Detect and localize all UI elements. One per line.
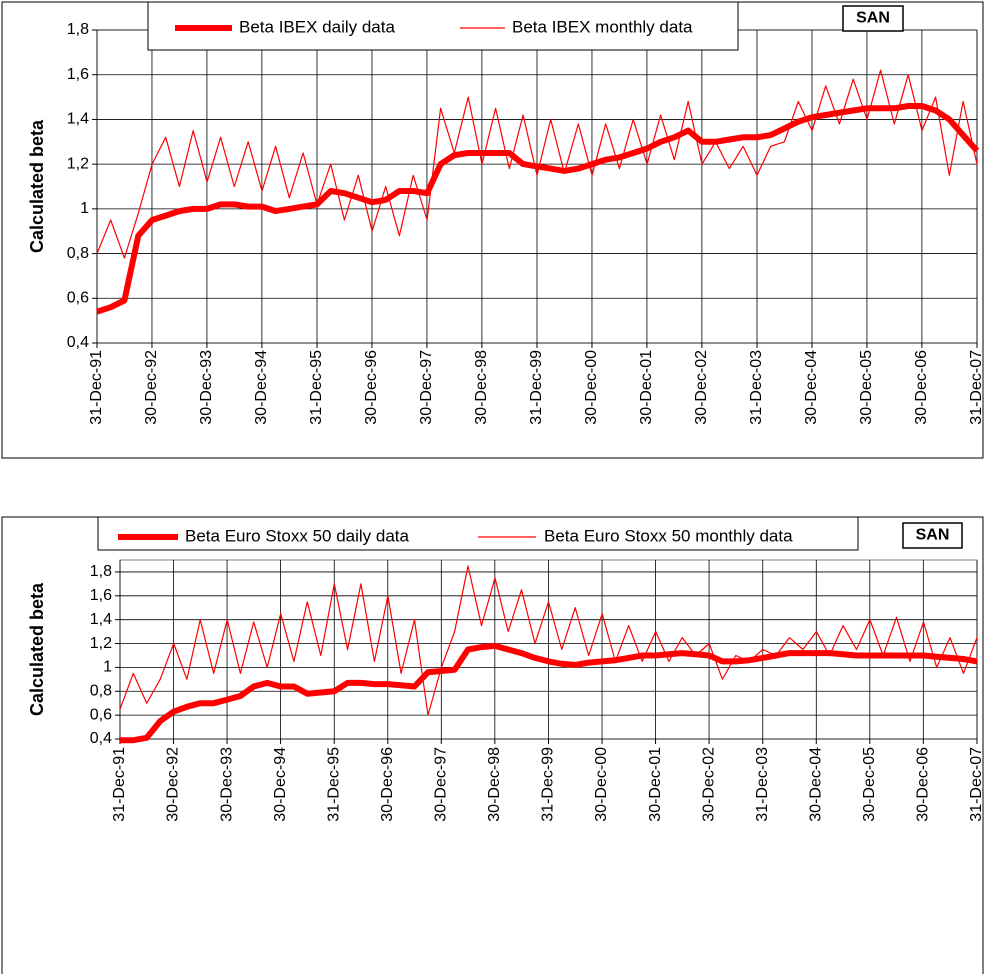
data-line	[120, 642, 978, 744]
x-tick-label: 30-Dec-01	[638, 350, 655, 425]
x-tick-label: 30-Dec-05	[861, 747, 878, 822]
x-tick-label: 30-Dec-05	[858, 350, 875, 425]
x-tick-label: 30-Dec-97	[418, 350, 435, 425]
y-tick-label: 1,4	[67, 111, 89, 128]
annotation-box	[902, 522, 963, 549]
y-tick-label: 1,6	[67, 66, 89, 83]
x-tick-label: 30-Dec-92	[165, 747, 182, 822]
annotation: SAN	[856, 10, 890, 27]
y-axis-label: Calculated beta	[27, 582, 47, 716]
x-tick-label: 31-Dec-99	[528, 350, 545, 425]
legend-label: Beta IBEX daily data	[239, 17, 395, 36]
x-tick-label: 31-Dec-07	[968, 350, 984, 425]
y-tick-label: 0,6	[90, 706, 112, 723]
x-tick-label: 30-Dec-00	[593, 747, 610, 822]
chart: 0,4 0,6 0,8 1 1,2 1,4 1,6 1,8 31-Dec-91 30-Dec-92…	[1, 516, 984, 974]
x-tick-label: 31-Dec-91	[88, 350, 105, 425]
legend-label: Beta IBEX monthly data	[512, 17, 693, 36]
y-tick-label: 1,8	[67, 21, 89, 38]
legend-box	[97, 516, 859, 551]
y-tick-label: 0,4	[67, 334, 89, 351]
chart: 0,4 0,6 0,8 1 1,2 1,4 1,6 1,8 31-Dec-91 30-Dec-92…	[1, 1, 984, 459]
x-tick-label: 30-Dec-01	[647, 747, 664, 822]
legend-label: Beta Euro Stoxx 50 monthly data	[544, 526, 793, 545]
annotation-box	[842, 5, 904, 32]
x-tick-label: 30-Dec-93	[198, 350, 215, 425]
x-tick-label: 30-Dec-00	[583, 350, 600, 425]
x-tick-label: 30-Dec-06	[913, 350, 930, 425]
x-tick-label: 30-Dec-97	[433, 747, 450, 822]
y-tick-label: 1,6	[90, 587, 112, 604]
legend: Beta IBEX daily data Beta IBEX monthly da…	[147, 1, 739, 51]
x-tick-label: 30-Dec-93	[218, 747, 235, 822]
y-tick-label: 0,6	[67, 290, 89, 307]
x-tick-label: 30-Dec-94	[272, 747, 289, 822]
data-line	[96, 69, 978, 259]
x-tick-label: 31-Dec-91	[111, 747, 128, 822]
x-tick-label: 30-Dec-98	[473, 350, 490, 425]
y-tick-label: 0,8	[90, 682, 112, 699]
y-tick-label: 1,4	[90, 611, 112, 628]
x-tick-label: 31-Dec-07	[968, 747, 984, 822]
x-tick-label: 30-Dec-02	[693, 350, 710, 425]
x-tick-label: 30-Dec-94	[253, 350, 270, 425]
y-tick-label: 1	[103, 659, 112, 676]
x-tick-label: 30-Dec-98	[486, 747, 503, 822]
x-tick-label: 30-Dec-96	[379, 747, 396, 822]
x-tick-label: 30-Dec-04	[803, 350, 820, 425]
x-tick-label: 30-Dec-06	[915, 747, 932, 822]
y-tick-label: 1,2	[90, 635, 112, 652]
x-tick-label: 30-Dec-04	[807, 747, 824, 822]
y-tick-label: 1	[80, 200, 89, 217]
y-axis-label: Calculated beta	[27, 119, 47, 253]
y-tick-label: 0,4	[90, 730, 112, 747]
x-tick-label: 30-Dec-02	[700, 747, 717, 822]
annotation: SAN	[916, 527, 950, 544]
data-line	[119, 565, 978, 716]
y-tick-label: 1,2	[67, 155, 89, 172]
data-line	[96, 103, 980, 315]
x-tick-label: 31-Dec-99	[540, 747, 557, 822]
y-tick-label: 0,8	[67, 245, 89, 262]
legend-label: Beta Euro Stoxx 50 daily data	[185, 526, 410, 545]
legend-box	[147, 1, 739, 51]
x-tick-label: 31-Dec-95	[325, 747, 342, 822]
x-tick-label: 31-Dec-03	[748, 350, 765, 425]
x-tick-label: 30-Dec-92	[143, 350, 160, 425]
x-tick-label: 31-Dec-95	[308, 350, 325, 425]
x-tick-label: 31-Dec-03	[754, 747, 771, 822]
legend: Beta Euro Stoxx 50 daily data Beta Euro S…	[97, 516, 859, 551]
x-tick-label: 30-Dec-96	[363, 350, 380, 425]
y-tick-label: 1,8	[90, 563, 112, 580]
